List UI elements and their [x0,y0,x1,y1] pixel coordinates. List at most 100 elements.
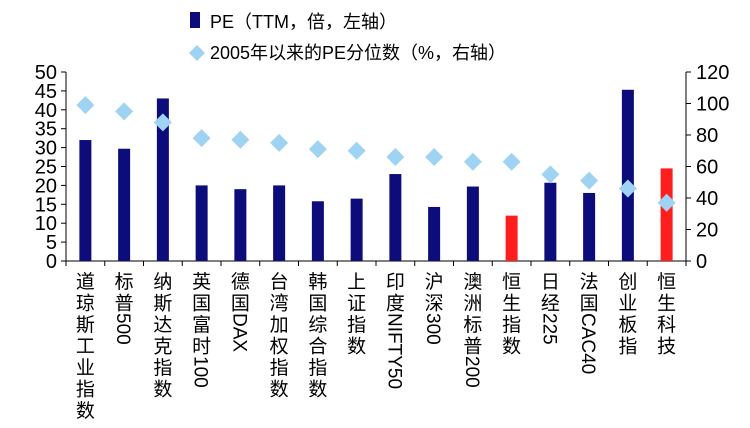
category-label-char: 日 [541,272,560,293]
category-label-char: 德 [231,271,250,293]
percentile-marker [502,152,521,171]
category-label-latin: NIFTY50 [383,313,404,389]
percentile-marker [270,133,289,152]
left-axis-tick-label: 45 [35,81,57,103]
category-label-char: 权 [270,336,289,358]
diamond-series [76,96,676,212]
pe-bar [118,148,131,261]
category-labels: 道琼斯工业指数标普500纳斯达克指数英国富时100德国DAX台湾加权指数韩国综合… [76,271,676,422]
percentile-marker [541,165,560,184]
legend: PE（TTM，倍，左轴） 2005年以来的PE分位数（%，右轴） [189,12,506,63]
category-label-char: 数 [347,336,366,358]
category-label-char: 数 [153,379,172,401]
percentile-marker [115,102,134,121]
category-label-char: 斯 [153,293,172,315]
category-label-latin: 500 [112,313,133,345]
left-axis-tick-label: 35 [35,119,57,141]
category-label-char: 指 [153,357,172,379]
category-label-char: 澳 [463,271,482,293]
category-label-char: 印 [386,271,405,293]
category-label-char: 道 [76,271,95,293]
category-label-char: 沪 [425,271,444,293]
category-label-char: 指 [76,379,95,401]
pe-bar [466,186,479,261]
pe-bar [156,98,169,262]
percentile-marker [308,140,327,159]
category-label-char: 国 [231,294,250,315]
category-label-latin: 100 [190,356,211,388]
right-axis-tick-label: 40 [696,188,718,210]
legend-bar-swatch [190,12,200,28]
category-label-char: 深 [425,293,444,315]
percentile-marker [153,113,172,132]
category-label-char: 时 [192,336,211,358]
category-label-char: 湾 [270,293,289,315]
category-label-char: 上 [347,271,366,293]
category-label-char: 科 [657,314,676,336]
category-label-char: 业 [76,357,95,379]
left-axis-tick-label: 10 [35,213,57,235]
percentile-marker [231,130,250,149]
pe-bar [350,198,363,261]
category-label-char: 业 [618,293,637,315]
pe-bar [428,206,441,261]
right-axis-tick-label: 60 [696,157,718,179]
category-label-char: 普 [115,293,134,315]
right-axis-tick-label: 120 [696,62,729,84]
pe-bar [79,140,92,261]
category-label-char: 合 [308,336,327,358]
left-axis-tick-label: 5 [46,232,57,254]
category-label-char: 创 [618,271,637,293]
pe-bar [273,185,286,261]
pe-bar [544,182,557,261]
category-label-latin: CAC40 [577,313,598,374]
percentile-marker [192,129,211,148]
category-label-char: 标 [463,314,482,336]
category-label-char: 国 [192,294,211,315]
category-label-char: 法 [580,271,599,293]
left-axis-tick-label: 20 [35,175,57,197]
category-label-char: 综 [308,314,327,336]
pe-bar [621,89,634,262]
left-axis-tick-label: 25 [35,157,57,179]
left-axis-tick-label: 40 [35,100,57,122]
category-label-char: 台 [270,271,289,293]
category-label-char: 数 [270,379,289,401]
pe-bar [660,168,673,261]
category-label-latin: 200 [461,356,482,388]
category-label-char: 指 [502,314,521,336]
percentile-marker [386,148,405,167]
category-label-char: 加 [270,314,289,336]
category-label-char: 数 [76,400,95,422]
category-label-char: 韩 [308,271,327,293]
right-axis-tick-label: 80 [696,125,718,147]
category-label-char: 数 [308,379,327,401]
category-label-char: 国 [308,294,327,315]
legend-bar-label: PE（TTM，倍，左轴） [210,12,397,32]
pe-bar [389,174,402,261]
category-label-char: 数 [502,336,521,358]
category-label-char: 生 [657,293,676,315]
left-axis-tick-label: 0 [46,251,57,273]
category-label-char: 生 [502,293,521,315]
category-label-char: 纳 [153,271,172,293]
category-label-char: 普 [463,336,482,358]
bar-series [79,89,673,262]
left-axis-tick-label: 30 [35,138,57,160]
category-label-char: 克 [153,336,172,358]
percentile-marker [618,179,637,198]
